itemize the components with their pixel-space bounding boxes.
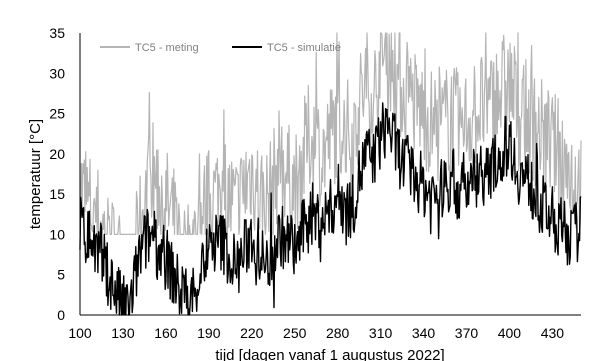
- y-tick-label: 10: [49, 226, 65, 242]
- y-axis-title: temperatuur [°C]: [27, 119, 44, 229]
- series-line-simulatie: [79, 102, 582, 316]
- x-tick-label: 160: [154, 325, 178, 341]
- x-tick-label: 130: [111, 325, 135, 341]
- x-tick-label: 400: [498, 325, 522, 341]
- legend: TC5 - meting TC5 - simulatie: [100, 42, 341, 54]
- x-tick-label: 340: [412, 325, 436, 341]
- y-tick-label: 25: [49, 106, 65, 122]
- y-tick-labels: 0 5 10 15 20 25 30 35: [49, 25, 65, 323]
- legend-label-meting: TC5 - meting: [135, 42, 199, 54]
- axes-layer: [79, 33, 581, 316]
- x-tick-label: 250: [283, 325, 307, 341]
- series-layer: [79, 32, 582, 316]
- y-tick-label: 30: [49, 65, 65, 81]
- x-tick-label: 190: [197, 325, 221, 341]
- y-tick-label: 15: [49, 186, 65, 202]
- x-tick-label: 310: [369, 325, 393, 341]
- x-tick-label: 370: [455, 325, 479, 341]
- x-tick-label: 100: [68, 325, 92, 341]
- legend-label-simulatie: TC5 - simulatie: [267, 42, 341, 54]
- y-tick-label: 5: [57, 267, 65, 283]
- x-tick-label: 280: [326, 325, 350, 341]
- y-tick-label: 0: [57, 307, 65, 323]
- x-tick-label: 220: [240, 325, 264, 341]
- x-tick-labels: 100 130 160 190 220 250 280 310 340 370 400 430: [68, 325, 564, 341]
- y-tick-label: 35: [49, 25, 65, 41]
- x-axis-title: tijd [dagen vanaf 1 augustus 2022]: [215, 347, 444, 361]
- y-tick-label: 20: [49, 146, 65, 162]
- x-tick-label: 430: [541, 325, 565, 341]
